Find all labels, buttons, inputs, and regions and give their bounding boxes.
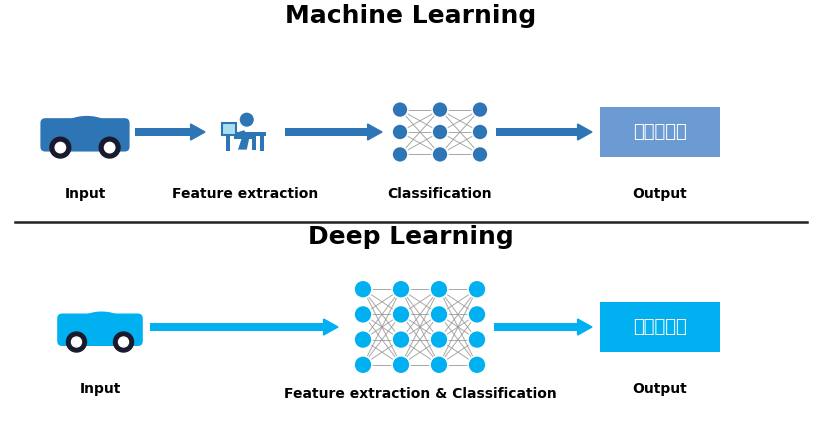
Bar (600, 302, 720, 352)
Text: 是否為車子: 是否為車子 (633, 123, 687, 141)
Circle shape (468, 305, 486, 324)
Bar (494, 323, 578, 331)
Circle shape (430, 305, 448, 324)
Circle shape (472, 146, 488, 162)
Circle shape (55, 143, 66, 153)
Circle shape (240, 113, 254, 127)
Polygon shape (191, 124, 205, 140)
Circle shape (104, 143, 115, 153)
Text: Feature extraction: Feature extraction (172, 187, 318, 201)
Circle shape (67, 332, 86, 352)
Bar (224, 132, 266, 137)
Circle shape (392, 124, 408, 140)
Circle shape (99, 137, 120, 158)
Bar (150, 323, 324, 331)
Circle shape (392, 102, 408, 118)
Circle shape (392, 280, 410, 298)
Bar (496, 127, 578, 137)
Circle shape (468, 356, 486, 374)
Circle shape (354, 305, 372, 324)
Circle shape (354, 330, 372, 349)
Polygon shape (578, 319, 592, 335)
Text: Classification: Classification (388, 187, 492, 201)
Circle shape (392, 330, 410, 349)
Circle shape (430, 356, 448, 374)
FancyBboxPatch shape (40, 118, 130, 152)
Polygon shape (233, 130, 247, 137)
Text: Input: Input (79, 382, 121, 396)
Ellipse shape (62, 116, 113, 143)
Circle shape (468, 280, 486, 298)
Circle shape (50, 137, 71, 158)
Circle shape (430, 330, 448, 349)
Text: 是否為車子: 是否為車子 (633, 318, 687, 336)
Bar (600, 107, 720, 157)
Circle shape (432, 102, 448, 118)
Bar (234, 136, 254, 139)
Circle shape (392, 305, 410, 324)
Bar (226, 137, 230, 151)
Circle shape (432, 146, 448, 162)
Text: Deep Learning: Deep Learning (308, 225, 514, 249)
Polygon shape (367, 124, 382, 140)
Circle shape (392, 146, 408, 162)
Circle shape (472, 124, 488, 140)
Circle shape (432, 124, 448, 140)
Polygon shape (324, 319, 338, 335)
Circle shape (118, 337, 128, 347)
Circle shape (468, 330, 486, 349)
Bar (285, 127, 367, 137)
Circle shape (392, 356, 410, 374)
Bar (135, 127, 191, 137)
Ellipse shape (77, 311, 126, 337)
Text: Machine Learning: Machine Learning (285, 4, 537, 28)
FancyBboxPatch shape (222, 123, 236, 135)
Circle shape (354, 280, 372, 298)
Circle shape (354, 356, 372, 374)
Bar (260, 137, 265, 151)
Text: Feature extraction & Classification: Feature extraction & Classification (284, 387, 556, 401)
Circle shape (430, 280, 448, 298)
Circle shape (113, 332, 133, 352)
Text: Output: Output (633, 187, 687, 201)
Circle shape (472, 102, 488, 118)
Polygon shape (578, 124, 592, 140)
Text: Input: Input (64, 187, 106, 201)
Polygon shape (238, 134, 250, 149)
Bar (252, 136, 256, 149)
Circle shape (72, 337, 81, 347)
FancyBboxPatch shape (58, 314, 143, 346)
Text: Output: Output (633, 382, 687, 396)
